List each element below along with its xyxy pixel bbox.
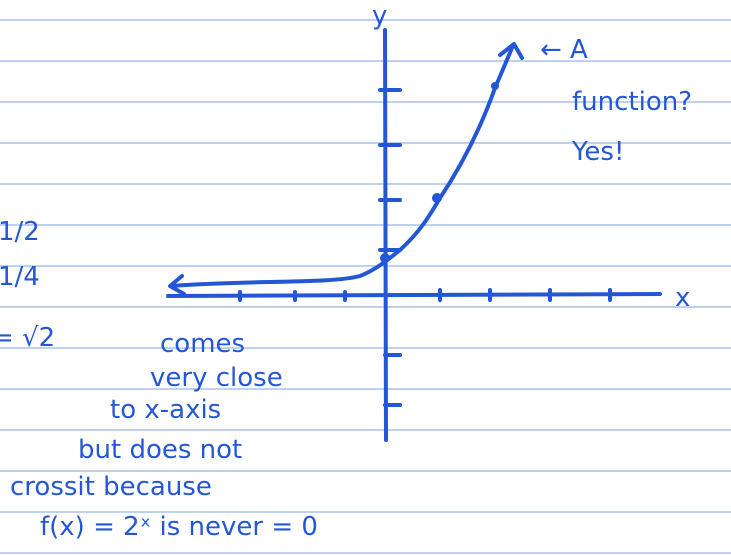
margin-text: 1/4 <box>0 262 40 292</box>
margin-text: = √2 <box>0 323 55 353</box>
question: function? <box>572 87 692 117</box>
note-line: but does not <box>78 435 242 465</box>
note-line: to x-axis <box>110 395 221 425</box>
note-line: f(x) = 2ˣ is never = 0 <box>40 512 318 542</box>
x-axis-label: x <box>675 283 690 313</box>
note-line: comes <box>160 329 245 359</box>
answer: Yes! <box>571 137 624 167</box>
arrow-label: ← A <box>540 35 588 65</box>
note-line: very close <box>150 363 283 393</box>
exponential-curve <box>170 44 522 294</box>
y-axis-label: y <box>372 1 387 31</box>
note-line: crossit because <box>10 472 212 502</box>
margin-text: 1/2 <box>0 217 40 247</box>
notebook-page: y x ← A function? Yes! 1/2 1/4 = √2 come… <box>0 0 731 555</box>
